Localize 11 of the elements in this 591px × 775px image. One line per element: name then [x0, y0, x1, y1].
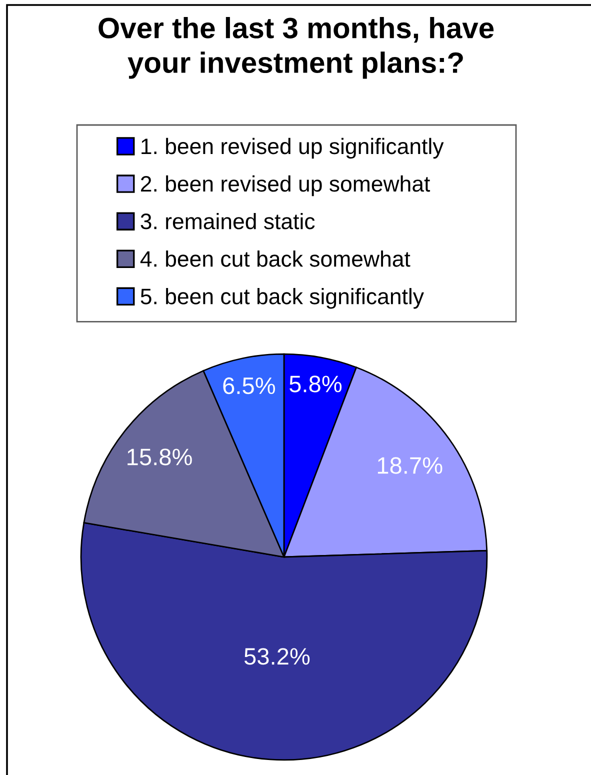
- legend-label: 4. been cut back somewhat: [140, 250, 410, 267]
- data-label: 18.7%: [378, 457, 442, 474]
- legend-label: 5. been cut back significantly: [140, 288, 424, 309]
- data-label: 6.5%: [223, 377, 276, 394]
- legend-label: 2. been revised up somewhat: [141, 175, 430, 196]
- data-label: 5.8%: [290, 376, 342, 392]
- legend-label: 3. remained static: [140, 212, 315, 230]
- data-label: 15.8%: [128, 448, 192, 466]
- data-label: 53.2%: [244, 648, 310, 665]
- legend-label: 1. been revised up significantly: [142, 138, 444, 159]
- chart-title: Over the last 3 months, have your investment plans:?: [98, 17, 494, 79]
